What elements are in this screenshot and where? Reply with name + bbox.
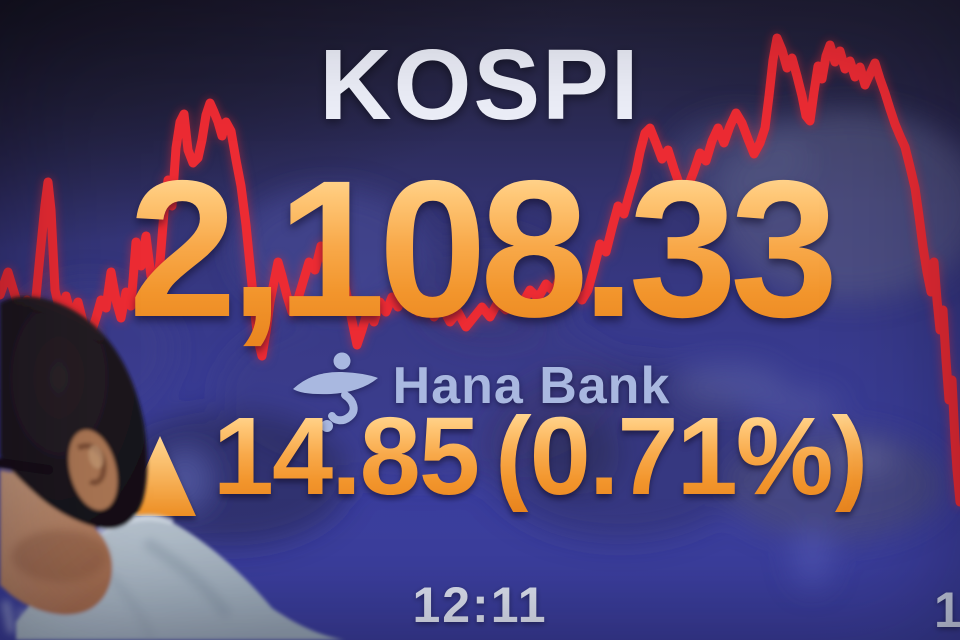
map-patch	[835, 448, 895, 468]
clock-time: 12:11	[412, 577, 548, 633]
index-value: 2,108.33	[0, 152, 960, 347]
shirt-fold	[144, 539, 231, 618]
partial-clock-digit: 1	[934, 582, 960, 638]
map-patch	[530, 415, 620, 495]
person-glasses	[0, 457, 54, 475]
change-row: 14.85 (0.71%)	[30, 402, 960, 516]
change-value: 14.85	[212, 395, 480, 518]
board-title: KOSPI	[319, 29, 641, 141]
kospi-sparkline-path	[0, 33, 960, 507]
map-patch	[480, 360, 760, 540]
bank-name: Hana Bank	[392, 357, 671, 415]
map-patch	[792, 528, 832, 588]
change-percent: (0.71%)	[495, 395, 868, 518]
bank-row: Hana Bank	[0, 348, 960, 438]
jaw-shadow	[12, 530, 108, 582]
map-patch	[670, 115, 810, 205]
hana-bank-logo-icon	[292, 352, 378, 432]
map-patch	[675, 363, 785, 407]
map-patch	[760, 389, 840, 421]
hair-highlight	[9, 297, 106, 338]
person-ear	[68, 429, 118, 511]
